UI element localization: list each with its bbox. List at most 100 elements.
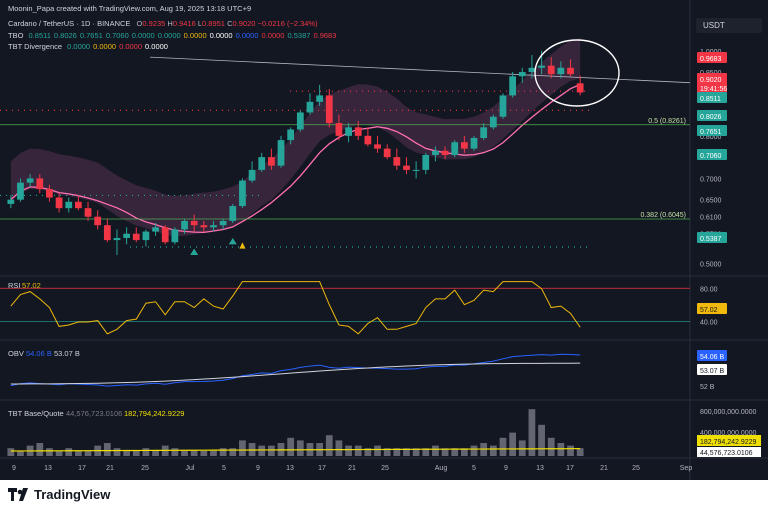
candle-body	[200, 225, 208, 228]
volume-tick: 400,000,000.0000	[700, 430, 757, 437]
tbo-value-11: 0.9683	[313, 31, 337, 40]
volume-bar	[383, 448, 391, 456]
rsi-tag-bg	[697, 303, 727, 314]
candle-body	[432, 150, 439, 155]
obv-signal-tag-bg	[697, 364, 727, 375]
candle-body	[296, 112, 304, 130]
candle-body	[383, 148, 391, 158]
volume-bar	[46, 448, 53, 456]
candle-body	[422, 155, 430, 170]
volume-bar	[364, 448, 372, 456]
rsi-label: RSI	[8, 281, 21, 290]
candle-body	[239, 180, 246, 207]
ohlc-high: 0.9416	[172, 19, 196, 28]
price-tag: 19:41:56	[700, 86, 727, 93]
rsi-value: 57.02	[22, 281, 41, 290]
candle-body	[103, 225, 111, 241]
time-axis-label: 9	[504, 465, 508, 472]
price-tick-label: 0.5000	[700, 261, 722, 268]
cloud-band	[10, 37, 581, 237]
tbo-value-2: 0.7651	[79, 31, 103, 40]
candle-body	[489, 116, 497, 128]
trend-line	[149, 56, 691, 84]
time-axis-label: 21	[106, 465, 114, 472]
volume-bar	[123, 450, 131, 456]
volume-bar	[55, 450, 63, 456]
obv-label: OBV	[8, 349, 24, 358]
obv-tick: 52 B	[700, 384, 715, 391]
buy-signal-marker	[239, 242, 246, 249]
volume-bar	[489, 445, 497, 456]
volume-bar	[190, 450, 198, 456]
candle-body	[229, 206, 237, 221]
price-tick-label: 0.8000	[700, 134, 722, 141]
time-axis-label: Jul	[186, 465, 195, 472]
rsi-tick: 80.00	[700, 286, 718, 293]
volume-tick: 800,000,000.0000	[700, 409, 757, 416]
volume-bar	[152, 450, 159, 456]
candle-body	[7, 199, 15, 204]
volume-bar	[219, 448, 227, 456]
volume-quote-tag: 182,794,242.9229	[700, 439, 757, 446]
candle-body	[567, 67, 574, 75]
volume-bar	[393, 448, 401, 456]
tbo-value-3: 0.7060	[105, 31, 129, 40]
obv-tag-bg	[697, 350, 727, 361]
currency-button[interactable]: USDT	[696, 18, 762, 33]
candle-body	[123, 233, 131, 238]
candle-body	[36, 178, 44, 190]
candle-body	[190, 220, 198, 226]
time-axis-label: 9	[256, 465, 260, 472]
volume-bar	[36, 443, 44, 456]
volume-bar	[499, 437, 507, 456]
volume-bar	[258, 445, 266, 456]
volume-bar	[325, 435, 333, 456]
candle-body	[55, 197, 63, 209]
candle-body	[364, 135, 372, 145]
divergence-label: TBT Divergence	[8, 42, 63, 51]
obv-value: 54.06 B	[26, 349, 52, 358]
tbo-label: TBO	[8, 31, 24, 40]
volume-bar	[335, 440, 343, 456]
tbo-value-4: 0.0000	[131, 31, 155, 40]
tbo-value-1: 0.8026	[53, 31, 77, 40]
candle-body	[460, 142, 468, 149]
time-axis-label: 21	[348, 465, 356, 472]
time-axis-label: 25	[632, 465, 640, 472]
tradingview-logo[interactable]: TradingView	[8, 487, 110, 502]
divergence-value-1: 0.0000	[93, 42, 117, 51]
volume-bar	[103, 443, 111, 456]
divergence-value-0: 0.0000	[67, 42, 91, 51]
buy-signal-marker	[228, 237, 237, 245]
obv-tag: 54.06 B	[700, 354, 724, 361]
candle-body	[576, 83, 584, 93]
divergence-value-2: 0.0000	[119, 42, 143, 51]
tbo-value-9: 0.0000	[261, 31, 285, 40]
volume-bar	[538, 424, 545, 456]
candle-body	[316, 95, 324, 102]
footer-bar	[0, 480, 768, 511]
fib-level-label: 0.5 (0.8261)	[648, 118, 686, 125]
tbo-value-5: 0.0000	[157, 31, 181, 40]
volume-bar	[460, 448, 468, 456]
time-axis-label: 5	[222, 465, 226, 472]
volume-quote-value: 182,794,242.9229	[124, 409, 184, 418]
volume-bar	[181, 450, 188, 456]
obv-signal-value: 53.07 B	[54, 349, 80, 358]
candle-body	[277, 140, 285, 166]
obv-line	[10, 353, 581, 387]
volume-bar	[65, 448, 73, 456]
tbo-value-0: 0.8511	[28, 31, 51, 40]
candle-body	[74, 201, 82, 209]
candle-body	[345, 127, 352, 136]
time-axis-label: 13	[44, 465, 52, 472]
time-axis-label: 25	[141, 465, 149, 472]
candle-body	[441, 150, 449, 155]
divergence-legend: TBT Divergence 0.0000 0.0000 0.0000 0.0000	[8, 42, 171, 51]
candle-body	[557, 67, 565, 75]
moving-average-line	[10, 83, 581, 234]
volume-bar	[412, 448, 420, 456]
annotation-circle	[534, 39, 620, 107]
volume-bar	[528, 409, 536, 456]
volume-bar	[229, 448, 237, 456]
